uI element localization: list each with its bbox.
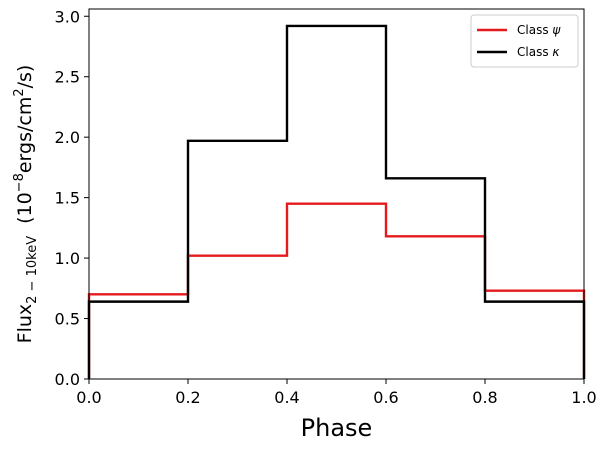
legend-box [470,14,579,68]
legend-label-class-psi-base: Class [517,23,552,37]
x-tick-label: 0.6 [373,388,398,407]
legend: Class ψ Class κ [470,14,579,68]
y-tick-label: 2.0 [55,128,80,147]
y-axis-ticks: 0.0 0.5 1.0 1.5 2.0 2.5 3.0 [55,7,89,389]
y-label-units-prefix: (10 [14,192,36,224]
y-tick-label: 0.0 [55,370,80,389]
y-label-units-exp1: −8 [12,173,27,192]
series-line-class-psi [87,202,586,379]
x-tick-label: 0.4 [274,388,299,407]
y-label-units-suffix: /s) [14,65,36,89]
x-tick-label: 0.2 [175,388,200,407]
y-tick-label: 1.5 [55,189,80,208]
x-axis-ticks: 0.0 0.2 0.4 0.6 0.8 1.0 [76,379,597,407]
legend-label-class-kappa-symbol: κ [552,45,560,59]
y-label-units-mid: ergs/cm [14,97,36,173]
x-tick-label: 0.0 [76,388,101,407]
series-line-class-kappa [87,24,586,379]
legend-label-class-kappa: Class κ [517,45,560,59]
x-tick-label: 0.8 [472,388,497,407]
y-tick-label: 3.0 [55,7,80,26]
legend-label-class-psi: Class ψ [517,23,561,37]
legend-label-class-psi-symbol: ψ [552,23,561,37]
y-label-units-exp2: 2 [12,88,27,96]
series-layer [87,24,586,379]
y-tick-label: 2.5 [55,68,80,87]
plot-frame [88,8,585,380]
y-axis-label: Flux2 − 10keV (10−8ergs/cm2/s) [12,65,40,344]
y-tick-label: 0.5 [55,310,80,329]
x-axis-label: Phase [301,414,373,442]
y-label-base: Flux [14,304,36,344]
y-tick-label: 1.0 [55,249,80,268]
x-tick-label: 1.0 [571,388,596,407]
legend-label-class-kappa-base: Class [517,45,552,59]
y-label-subscript: 2 − 10keV [25,236,40,304]
